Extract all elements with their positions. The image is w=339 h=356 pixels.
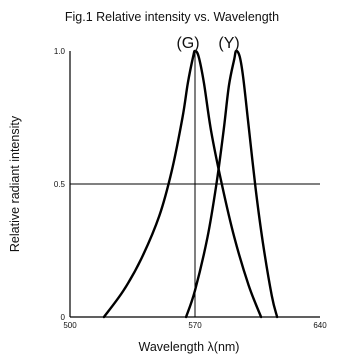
x-tick-label: 640 (313, 321, 327, 330)
y-tick-label: 0 (61, 313, 66, 322)
series-label-layer: (G) (Y) (176, 35, 239, 52)
tick-label-layer: 500 570 640 0 0.5 1.0 (54, 47, 327, 330)
series-line-y (184, 49, 279, 319)
series-line-g (102, 49, 263, 319)
chart-title: Fig.1 Relative intensity vs. Wavelength (65, 10, 279, 24)
x-axis-label: Wavelength λ(nm) (139, 340, 240, 354)
curve-layer (102, 49, 279, 319)
grid-layer (69, 51, 320, 318)
y-tick-label: 0.5 (54, 180, 66, 189)
series-label-g: (G) (176, 35, 199, 52)
x-tick-label: 500 (63, 321, 77, 330)
y-axis-label: Relative radiant intensity (8, 115, 22, 252)
x-tick-label: 570 (188, 321, 202, 330)
series-label-y: (Y) (218, 35, 239, 52)
y-tick-label: 1.0 (54, 47, 66, 56)
